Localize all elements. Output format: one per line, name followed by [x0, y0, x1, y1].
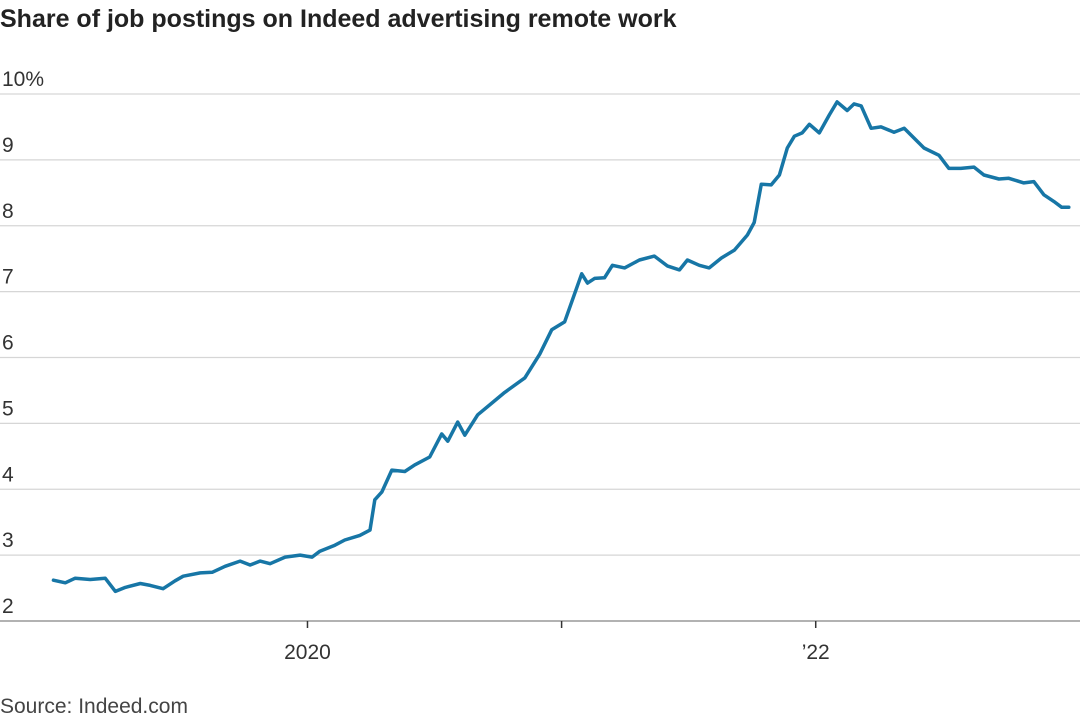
data-line [51, 100, 1071, 594]
x-tick-label: 2020 [284, 641, 331, 664]
y-tick-label: 3 [2, 529, 14, 552]
y-tick-label: 5 [2, 397, 14, 420]
y-tick-label: 2 [2, 595, 14, 618]
y-tick-label: 7 [2, 266, 14, 289]
y-tick-label: 4 [2, 463, 14, 486]
y-tick-label: 8 [2, 200, 14, 223]
y-tick-label: 9 [2, 134, 14, 157]
y-tick-label: 6 [2, 332, 14, 355]
y-tick-label: 10% [2, 68, 44, 91]
source: Source: Indeed.com [0, 695, 188, 718]
chart-title: Share of job postings on Indeed advertis… [0, 5, 677, 33]
x-tick-label: ’22 [802, 641, 830, 664]
